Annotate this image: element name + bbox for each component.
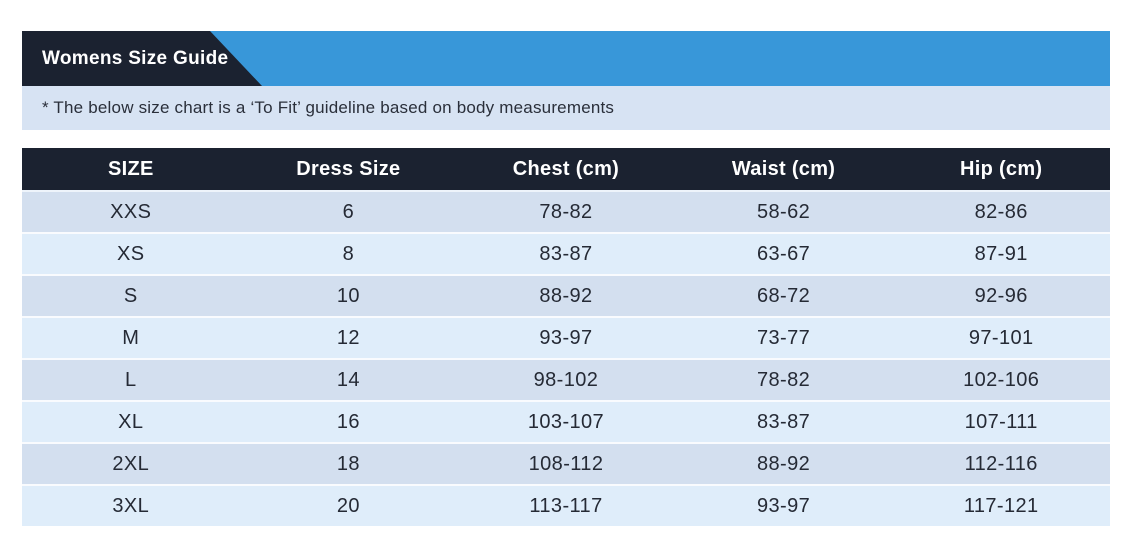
table-cell: 20	[239, 484, 458, 526]
table-cell: 68-72	[674, 274, 893, 317]
column-header-dress-size: Dress Size	[239, 148, 458, 191]
size-guide-page: Womens Size Guide * The below size chart…	[22, 31, 1110, 526]
banner-title-tab: Womens Size Guide	[22, 31, 262, 86]
table-cell: XXS	[22, 190, 240, 233]
table-cell: 78-82	[457, 190, 675, 233]
page-title: Womens Size Guide	[42, 47, 229, 69]
column-header-hip: Hip (cm)	[892, 148, 1110, 191]
table-cell: 117-121	[892, 484, 1110, 526]
table-cell: 98-102	[457, 358, 675, 401]
table-row: L 14 98-102 78-82 102-106	[22, 358, 1110, 401]
table-row: XS 8 83-87 63-67 87-91	[22, 232, 1110, 275]
table-cell: 8	[239, 232, 458, 275]
note-bar: * The below size chart is a ‘To Fit’ gui…	[22, 86, 1110, 130]
table-cell: 83-87	[457, 232, 675, 275]
table-row: XL 16 103-107 83-87 107-111	[22, 400, 1110, 443]
table-cell: 10	[239, 274, 458, 317]
table-cell: 3XL	[22, 484, 240, 526]
size-guide-banner: Womens Size Guide	[22, 31, 1110, 86]
table-cell: 102-106	[892, 358, 1110, 401]
table-cell: 103-107	[457, 400, 675, 443]
table-cell: 88-92	[457, 274, 675, 317]
table-cell: 93-97	[457, 316, 675, 359]
table-header-row: SIZE Dress Size Chest (cm) Waist (cm) Hi…	[22, 148, 1110, 191]
table-cell: 82-86	[892, 190, 1110, 233]
table-cell: XL	[22, 400, 240, 443]
table-cell: 63-67	[674, 232, 893, 275]
table-body: XXS 6 78-82 58-62 82-86 XS 8 83-87 63-67 87-91 S 10…	[22, 190, 1110, 526]
table-row: 3XL 20 113-117 93-97 117-121	[22, 484, 1110, 526]
table-row: M 12 93-97 73-77 97-101	[22, 316, 1110, 359]
table-cell: 97-101	[892, 316, 1110, 359]
table-cell: 107-111	[892, 400, 1110, 443]
table-cell: 58-62	[674, 190, 893, 233]
table-cell: 83-87	[674, 400, 893, 443]
table-cell: 113-117	[457, 484, 675, 526]
note-text: * The below size chart is a ‘To Fit’ gui…	[42, 98, 615, 117]
table-cell: M	[22, 316, 240, 359]
table-cell: 6	[239, 190, 458, 233]
table-cell: XS	[22, 232, 240, 275]
table-cell: 87-91	[892, 232, 1110, 275]
column-header-size: SIZE	[22, 148, 240, 191]
table-row: XXS 6 78-82 58-62 82-86	[22, 190, 1110, 233]
table-cell: 14	[239, 358, 458, 401]
table-cell: 108-112	[457, 442, 675, 485]
table-cell: 88-92	[674, 442, 893, 485]
size-table: SIZE Dress Size Chest (cm) Waist (cm) Hi…	[22, 148, 1110, 526]
table-cell: 12	[239, 316, 458, 359]
table-cell: L	[22, 358, 240, 401]
table-cell: 112-116	[892, 442, 1110, 485]
table-row: S 10 88-92 68-72 92-96	[22, 274, 1110, 317]
table-cell: 93-97	[674, 484, 893, 526]
column-header-chest: Chest (cm)	[457, 148, 675, 191]
table-cell: 18	[239, 442, 458, 485]
table-cell: 78-82	[674, 358, 893, 401]
table-cell: 73-77	[674, 316, 893, 359]
table-cell: 16	[239, 400, 458, 443]
table-cell: S	[22, 274, 240, 317]
column-header-waist: Waist (cm)	[674, 148, 893, 191]
table-cell: 92-96	[892, 274, 1110, 317]
table-cell: 2XL	[22, 442, 240, 485]
table-row: 2XL 18 108-112 88-92 112-116	[22, 442, 1110, 485]
